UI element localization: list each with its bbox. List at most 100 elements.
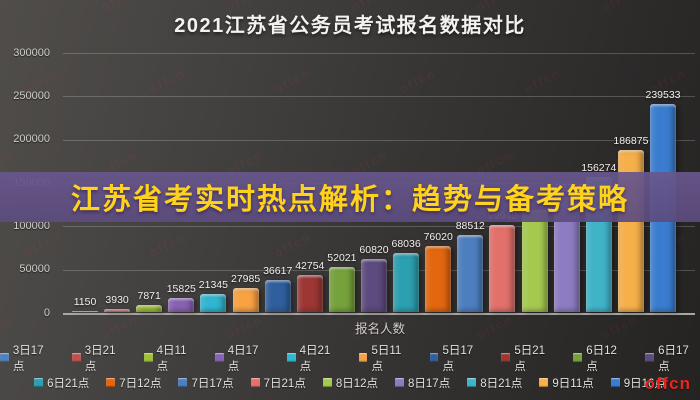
- bar-value-label: 42754: [295, 259, 325, 272]
- bar: [457, 235, 484, 312]
- legend-swatch: [467, 378, 477, 387]
- legend-label: 9日11点: [552, 377, 594, 390]
- banner-headline: 江苏省考实时热点解析：趋势与备考策略: [70, 184, 629, 216]
- y-axis-tick-label: 200000: [13, 133, 50, 146]
- legend-label: 3日17点: [12, 344, 44, 373]
- legend-item: 9日11点: [539, 375, 594, 391]
- bar: [393, 253, 420, 312]
- legend-swatch: [395, 378, 405, 387]
- legend-label: 5日17点: [442, 344, 474, 373]
- gridline: [63, 313, 695, 315]
- legend-item: 7日21点: [250, 375, 306, 391]
- legend-swatch: [71, 353, 81, 362]
- bar-value-label: 52021: [327, 251, 357, 264]
- legend-swatch: [178, 378, 188, 387]
- bar: [200, 293, 227, 312]
- page-title: 2021江苏省公务员考试报名数据对比: [174, 15, 526, 37]
- bar: [328, 266, 355, 312]
- legend-swatch: [214, 353, 224, 362]
- gridline: [63, 53, 695, 54]
- legend-label: 5日11点: [371, 344, 402, 373]
- legend-label: 8日17点: [408, 377, 451, 390]
- bar-value-label: 68036: [391, 238, 421, 250]
- legend-swatch: [358, 353, 368, 362]
- legend-label: 4日21点: [299, 344, 331, 373]
- legend-swatch: [286, 353, 296, 362]
- legend-item: 7日17点: [178, 375, 234, 391]
- bar-value-label: 27985: [230, 272, 261, 285]
- legend-swatch: [429, 353, 439, 362]
- bar: [168, 298, 195, 312]
- bar-value-label: 3930: [105, 293, 129, 306]
- legend-label: 3日21点: [84, 344, 116, 373]
- bar: [361, 259, 387, 312]
- legend-swatch: [143, 353, 153, 362]
- y-axis-tick-label: 100000: [13, 219, 50, 232]
- legend: 3日17点 3日21点 4日11点 4日17点 4日21点 5日11点 5日17点 5日21点…: [0, 345, 700, 395]
- legend-label: 7日17点: [191, 377, 234, 390]
- bar: [264, 280, 291, 312]
- legend-swatch: [539, 378, 549, 387]
- bar-value-label: 186875: [613, 135, 649, 147]
- legend-item: 3日17点: [0, 342, 55, 374]
- legend-item: 6日12点: [573, 342, 628, 374]
- bar-value-label: 76020: [423, 231, 453, 244]
- legend-label: 8日12点: [335, 377, 379, 390]
- legend-label: 5日21点: [514, 344, 546, 373]
- legend-label: 7日21点: [263, 377, 306, 390]
- legend-swatch: [34, 378, 44, 387]
- legend-item: 8日17点: [395, 375, 450, 391]
- bar-value-label: 239533: [645, 89, 681, 102]
- bar: [489, 225, 516, 312]
- legend-swatch: [610, 378, 620, 387]
- brand-watermark: offcn: [644, 374, 691, 393]
- legend-swatch: [501, 353, 511, 362]
- legend-swatch: [322, 378, 332, 387]
- bar: [521, 209, 548, 312]
- bar: [296, 274, 323, 312]
- bar-value-label: 88512: [455, 220, 485, 233]
- bar: [136, 305, 163, 312]
- legend-item: 5日17点: [429, 342, 485, 374]
- legend-item: 7日12点: [106, 375, 161, 391]
- bar-value-label: 1150: [73, 296, 97, 308]
- y-axis-tick-label: 0: [43, 306, 50, 319]
- legend-item: 4日21点: [286, 342, 342, 374]
- legend-item: 5日11点: [358, 342, 413, 374]
- bar: [232, 287, 259, 312]
- bar: [72, 311, 98, 312]
- bar-value-label: 15825: [166, 283, 196, 296]
- legend-item: 9日16点: [610, 375, 666, 391]
- legend-row-2: 6日21点 7日12点 7日17点 7日21点 8日12点 8日17点 8日21点 9日11点…: [0, 370, 700, 395]
- legend-label: 4日17点: [227, 344, 259, 373]
- gridline: [63, 139, 695, 141]
- x-axis-title: 报名人数: [354, 322, 405, 336]
- gridline: [63, 96, 695, 98]
- legend-item: 4日11点: [143, 342, 198, 374]
- y-axis-tick-label: 300000: [13, 46, 50, 59]
- legend-label: 7日12点: [119, 377, 162, 390]
- bar-value-label: 21345: [198, 278, 228, 291]
- overlay-banner: 江苏省考实时热点解析：趋势与备考策略: [0, 172, 700, 222]
- legend-label: 8日21点: [480, 377, 523, 390]
- legend-item: 5日21点: [501, 342, 556, 374]
- legend-item: 6日21点: [34, 375, 89, 391]
- legend-swatch: [106, 378, 116, 387]
- bar-value-label: 7871: [137, 290, 161, 303]
- legend-label: 4日11点: [156, 344, 187, 373]
- gridline: [63, 226, 695, 228]
- legend-label: 6日21点: [47, 377, 90, 390]
- legend-swatch: [645, 353, 655, 362]
- legend-item: 8日21点: [467, 375, 522, 391]
- legend-item: 3日21点: [71, 342, 127, 374]
- legend-item: 4日17点: [214, 342, 270, 374]
- bar: [425, 246, 452, 312]
- bar-value-label: 156274: [581, 161, 617, 174]
- y-axis-tick-label: 50000: [19, 263, 50, 276]
- legend-swatch: [250, 378, 260, 387]
- legend-swatch: [0, 353, 9, 362]
- legend-swatch: [573, 353, 583, 362]
- bar: [104, 308, 131, 312]
- legend-label: 9日16点: [623, 377, 666, 390]
